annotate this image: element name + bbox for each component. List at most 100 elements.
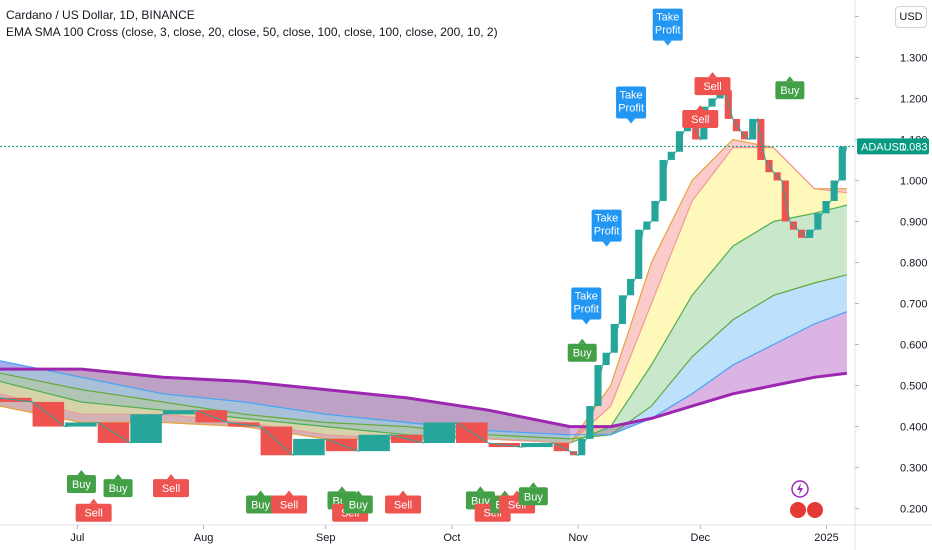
- marker-label: Buy: [109, 483, 128, 495]
- marker-pointer: [785, 76, 794, 82]
- marker-label: Buy: [573, 348, 592, 360]
- marker-pointer: [663, 40, 672, 46]
- y-tick-label: 1.200: [900, 93, 928, 105]
- marker-label: Buy: [349, 499, 368, 511]
- signal-sell[interactable]: Sell: [385, 490, 422, 514]
- marker-box: [103, 479, 133, 498]
- last-price-label: 1.083: [900, 141, 928, 153]
- marker-box: [682, 109, 719, 128]
- marker-box: [385, 495, 422, 514]
- marker-label: Sell: [703, 81, 721, 93]
- marker-box: [518, 487, 548, 506]
- y-tick-label: 0.900: [900, 216, 928, 228]
- ma-band: [0, 311, 847, 435]
- marker-pointer: [114, 474, 123, 480]
- signal-buy[interactable]: Buy: [567, 338, 597, 362]
- marker-pointer: [77, 469, 86, 475]
- marker-box: [571, 287, 602, 320]
- marker-label: Buy: [780, 85, 799, 97]
- flag-icon: [790, 502, 806, 518]
- marker-pointer: [602, 241, 611, 247]
- ma-band: [0, 147, 847, 443]
- marker-pointer: [582, 319, 591, 325]
- marker-label: Buy: [72, 479, 91, 491]
- marker-label: Take: [619, 90, 642, 102]
- marker-label: Take: [575, 291, 598, 303]
- indicator-legend[interactable]: EMA SMA 100 Cross (close, 3, close, 20, …: [6, 25, 498, 39]
- x-tick-label: 2025: [814, 532, 838, 544]
- signal-sell[interactable]: Sell: [694, 72, 731, 96]
- marker-pointer: [285, 490, 294, 496]
- ma-line: [0, 311, 848, 436]
- x-tick-label: Dec: [691, 532, 711, 544]
- marker-label: Sell: [84, 508, 102, 520]
- signal-buy[interactable]: Buy: [343, 490, 373, 514]
- flag-icon: [807, 502, 823, 518]
- y-tick-label: 0.500: [900, 381, 928, 393]
- signal-buy[interactable]: Buy: [66, 469, 96, 493]
- ma-line: [0, 274, 848, 440]
- signal-markers: Buy Sell Buy Sell Buy Sell Buy Sell Buy Sell Buy Se…: [66, 8, 823, 522]
- y-tick-label: 0.800: [900, 258, 928, 270]
- marker-box: [616, 86, 647, 119]
- event-icons[interactable]: [790, 480, 823, 518]
- marker-pointer: [476, 486, 485, 492]
- marker-box: [66, 474, 96, 493]
- currency-button[interactable]: USD: [895, 6, 927, 28]
- x-tick-label: Sep: [316, 532, 336, 544]
- x-tick-label: Nov: [568, 532, 588, 544]
- marker-box: [246, 495, 276, 514]
- symbol-title: Cardano / US Dollar, 1D, BINANCE: [6, 8, 195, 22]
- signal-buy[interactable]: Buy: [775, 76, 805, 100]
- ma-line: [0, 367, 848, 429]
- x-tick-label: Aug: [194, 532, 214, 544]
- marker-label: Sell: [162, 483, 180, 495]
- marker-pointer: [167, 474, 175, 480]
- marker-label: Sell: [280, 499, 298, 511]
- marker-box: [775, 81, 805, 100]
- price-badge: [857, 138, 929, 155]
- marker-label: Take: [595, 213, 618, 225]
- signal-buy[interactable]: Buy: [246, 490, 276, 514]
- marker-pointer: [696, 104, 705, 110]
- signal-sell[interactable]: Sell: [75, 498, 112, 522]
- marker-pointer: [627, 118, 636, 124]
- marker-label: Profit: [655, 25, 681, 37]
- signal-sell[interactable]: Sell: [682, 104, 719, 128]
- marker-box: [271, 495, 308, 514]
- marker-label: Profit: [618, 103, 644, 115]
- price-candle: [659, 159, 667, 201]
- signal-sell[interactable]: Sell: [271, 490, 308, 514]
- marker-pointer: [578, 338, 587, 344]
- lightning-glyph: [797, 483, 803, 495]
- price-candle: [838, 146, 846, 181]
- marker-box: [75, 503, 112, 522]
- marker-label: Profit: [573, 304, 599, 316]
- marker-label: Buy: [524, 491, 543, 503]
- y-tick-label: 0.400: [900, 422, 928, 434]
- marker-pointer: [399, 490, 408, 496]
- marker-label: Sell: [691, 114, 709, 126]
- marker-label: Profit: [594, 226, 620, 238]
- signal-buy[interactable]: Buy: [103, 474, 133, 498]
- marker-pointer: [338, 486, 346, 492]
- marker-box: [153, 479, 189, 498]
- signal-sell[interactable]: Sell: [153, 474, 189, 498]
- marker-pointer: [354, 490, 363, 496]
- symbol-label: ADAUSD: [861, 141, 907, 153]
- marker-box: [591, 209, 622, 242]
- price-candle: [724, 90, 732, 119]
- marker-box: [567, 343, 597, 362]
- price-line: [0, 89, 848, 456]
- marker-pointer: [529, 482, 538, 488]
- x-tick-label: Jul: [70, 532, 84, 544]
- marker-pointer: [500, 490, 509, 496]
- marker-box: [694, 77, 731, 96]
- signal-buy[interactable]: Buy: [518, 482, 548, 506]
- marker-box: [343, 495, 373, 514]
